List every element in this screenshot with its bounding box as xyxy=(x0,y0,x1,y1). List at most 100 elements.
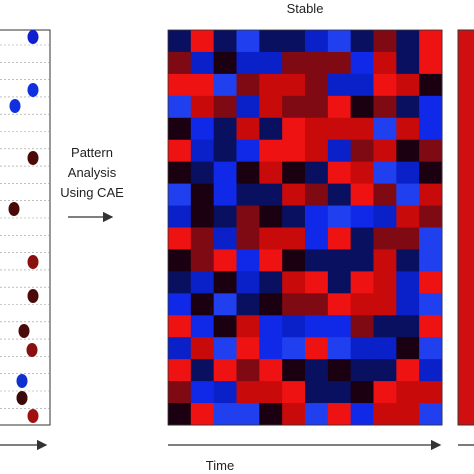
heatmap-cell xyxy=(236,227,260,250)
heatmap-cell xyxy=(350,161,374,185)
heatmap-cell xyxy=(305,271,329,294)
heatmap-cell xyxy=(396,51,420,75)
heatmap-cell xyxy=(213,227,237,250)
heatmap-cell xyxy=(282,381,306,404)
heatmap-cell xyxy=(373,205,397,228)
heatmap-cell xyxy=(282,73,306,97)
heatmap-cell xyxy=(190,95,215,119)
heatmap-cell xyxy=(350,337,374,360)
sample-dot xyxy=(27,83,39,97)
heatmap-cell xyxy=(259,271,283,294)
heatmap-cell xyxy=(190,117,215,141)
heatmap-cell xyxy=(327,30,352,53)
heatmap-cell xyxy=(419,183,443,207)
heatmap-cell xyxy=(396,139,420,163)
heatmap-cell xyxy=(327,359,352,382)
arrow-label-line: Using CAE xyxy=(60,185,124,200)
heatmap-cell xyxy=(419,205,443,228)
heatmap-cell xyxy=(282,183,306,207)
heatmap-cell xyxy=(259,249,283,272)
heatmap-cell xyxy=(419,315,443,338)
heatmap-cell xyxy=(190,73,215,97)
heatmap-cell xyxy=(396,271,420,294)
arrow-label-line: Analysis xyxy=(68,165,117,180)
heatmap-cell xyxy=(305,381,329,404)
heatmap-cell xyxy=(327,227,352,250)
sample-dot xyxy=(27,30,39,44)
heatmap-cell xyxy=(419,117,443,141)
heatmap-cell xyxy=(305,403,329,426)
heatmap-cell xyxy=(373,271,397,294)
heatmap-cell xyxy=(168,249,192,272)
heatmap-cell xyxy=(236,337,260,360)
heatmap-cell xyxy=(236,293,260,316)
heatmap-cell xyxy=(190,337,215,360)
heatmap-cell xyxy=(213,381,237,404)
panel-frame xyxy=(0,29,51,426)
heatmap-cell xyxy=(373,359,397,382)
heatmap-cell xyxy=(419,271,443,294)
heatmap-cell xyxy=(327,293,352,316)
heatmap-cell xyxy=(190,381,215,404)
heatmap-cell xyxy=(213,359,237,382)
heatmap-cell xyxy=(396,337,420,360)
heatmap-cell xyxy=(350,117,374,141)
heatmap-cell xyxy=(168,381,192,404)
heatmap-cell xyxy=(236,315,260,338)
heatmap-cell xyxy=(305,117,329,141)
heatmap-cell xyxy=(396,227,420,250)
sample-dot xyxy=(18,324,30,338)
heatmap-cell xyxy=(236,161,260,185)
sample-dot xyxy=(8,202,20,216)
heatmap-cell xyxy=(282,51,306,75)
heatmap-cell xyxy=(350,205,374,228)
heatmap-cell xyxy=(213,183,237,207)
heatmap-cell xyxy=(190,293,215,316)
heatmap-cell xyxy=(259,161,283,185)
heatmap-cell xyxy=(282,95,306,119)
heatmap-cell xyxy=(350,403,374,426)
heatmap-cell xyxy=(396,403,420,426)
heatmap-cell xyxy=(373,95,397,119)
heatmap-cell xyxy=(305,161,329,185)
heatmap xyxy=(168,30,443,426)
heatmap-cell xyxy=(236,95,260,119)
heatmap-cell xyxy=(327,117,352,141)
heatmap-cell xyxy=(259,205,283,228)
heatmap-cell xyxy=(419,359,443,382)
heatmap-cell xyxy=(327,403,352,426)
heatmap-cell xyxy=(373,381,397,404)
heatmap-cell xyxy=(327,249,352,272)
heatmap-cell xyxy=(327,139,352,163)
heatmap-cell xyxy=(168,205,192,228)
heatmap-cell xyxy=(213,30,237,53)
heatmap-cell xyxy=(396,183,420,207)
heatmap-cell xyxy=(396,315,420,338)
heatmap-cell xyxy=(327,51,352,75)
heatmap-cell xyxy=(259,381,283,404)
heatmap-cell xyxy=(259,51,283,75)
heatmap-cell xyxy=(213,337,237,360)
heatmap-cell xyxy=(282,249,306,272)
heatmap-cell xyxy=(282,227,306,250)
heatmap-cell xyxy=(373,293,397,316)
heatmap-cell xyxy=(236,381,260,404)
sample-dot xyxy=(26,343,38,357)
heatmap-cell xyxy=(350,249,374,272)
heatmap-cell xyxy=(305,30,329,53)
heatmap-cell xyxy=(168,51,192,75)
heatmap-cell xyxy=(419,293,443,316)
heatmap-cell xyxy=(190,315,215,338)
heatmap-cell xyxy=(419,30,443,53)
heatmap-cell xyxy=(327,183,352,207)
heatmap-cell xyxy=(168,161,192,185)
heatmap-cell xyxy=(396,249,420,272)
heatmap-cell xyxy=(419,73,443,97)
heatmap-frame xyxy=(167,29,443,426)
heatmap-cell xyxy=(213,161,237,185)
heatmap-cell xyxy=(419,337,443,360)
sample-dot xyxy=(16,374,28,388)
heatmap-cell xyxy=(305,95,329,119)
heatmap-cell xyxy=(236,403,260,426)
heatmap-cell xyxy=(396,161,420,185)
